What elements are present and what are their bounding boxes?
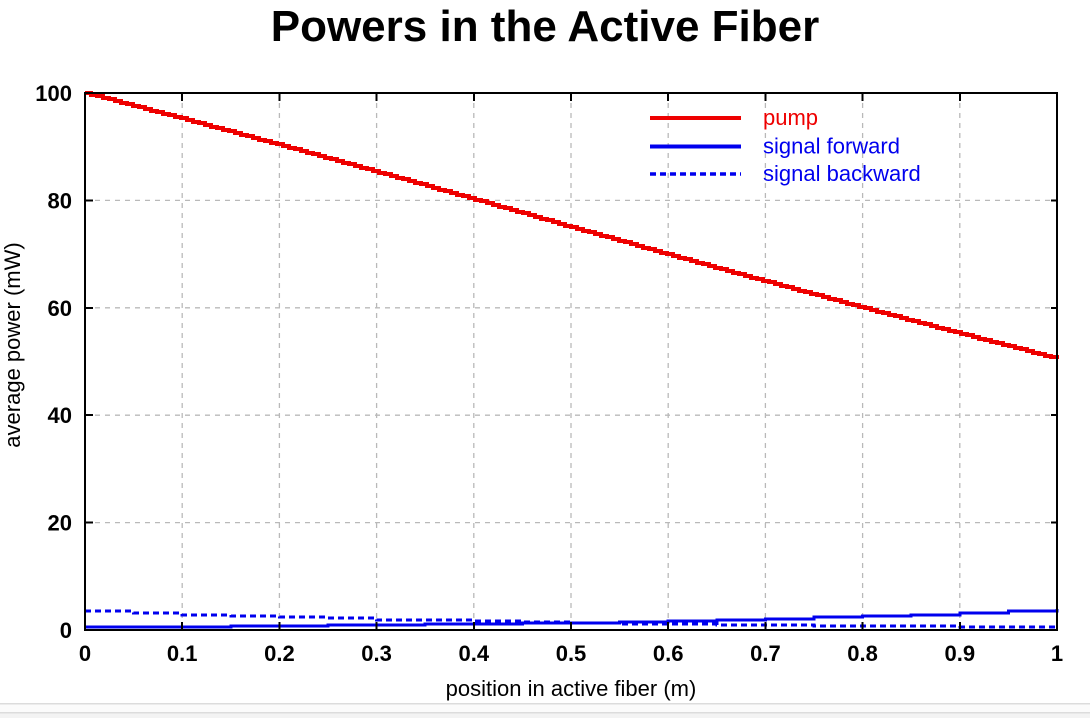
y-tick-label: 0 — [60, 618, 72, 643]
gridlines — [85, 93, 1057, 630]
y-tick-label: 20 — [48, 511, 72, 536]
legend-line-samples — [650, 116, 741, 176]
x-tick-label: 0.2 — [264, 641, 295, 666]
window-bottom-edge-line-1 — [0, 703, 1090, 705]
x-tick-label: 0.5 — [556, 641, 587, 666]
window-bottom-edge-line-2 — [0, 712, 1090, 714]
legend-label-signal-forward: signal forward — [763, 134, 900, 159]
x-tick-label: 0.3 — [361, 641, 392, 666]
y-tick-label: 60 — [48, 296, 72, 321]
tick-labels: 0 0.1 0.2 0.3 0.4 0.5 0.6 0.7 0.8 0.9 1 0 20 40 60 80 10… — [35, 81, 1063, 666]
x-tick-label: 0.9 — [945, 641, 976, 666]
x-tick-label: 0.7 — [750, 641, 781, 666]
y-tick-label: 40 — [48, 403, 72, 428]
axes-box — [84, 92, 1058, 631]
x-tick-label: 0.4 — [459, 641, 490, 666]
window-bottom-band — [0, 704, 1090, 712]
x-axis-label: position in active fiber (m) — [446, 676, 697, 701]
y-axis-label: average power (mW) — [0, 242, 25, 447]
y-tick-label: 80 — [48, 188, 72, 213]
chart-title: Powers in the Active Fiber — [271, 2, 820, 51]
series-line-pump — [85, 91, 1059, 359]
legend-label-signal-backward: signal backward — [763, 161, 921, 186]
x-tick-label: 0.6 — [653, 641, 684, 666]
x-tick-label: 0.8 — [847, 641, 878, 666]
legend: pump signal forward signal backward — [650, 105, 921, 186]
x-tick-label: 1 — [1051, 641, 1063, 666]
x-tick-label: 0.1 — [167, 641, 198, 666]
legend-label-pump: pump — [763, 105, 818, 130]
x-tick-label: 0 — [79, 641, 91, 666]
series-line-signal-backward — [85, 609, 1057, 629]
window-bottom-outer-band — [0, 713, 1090, 718]
y-tick-label: 100 — [35, 81, 72, 106]
